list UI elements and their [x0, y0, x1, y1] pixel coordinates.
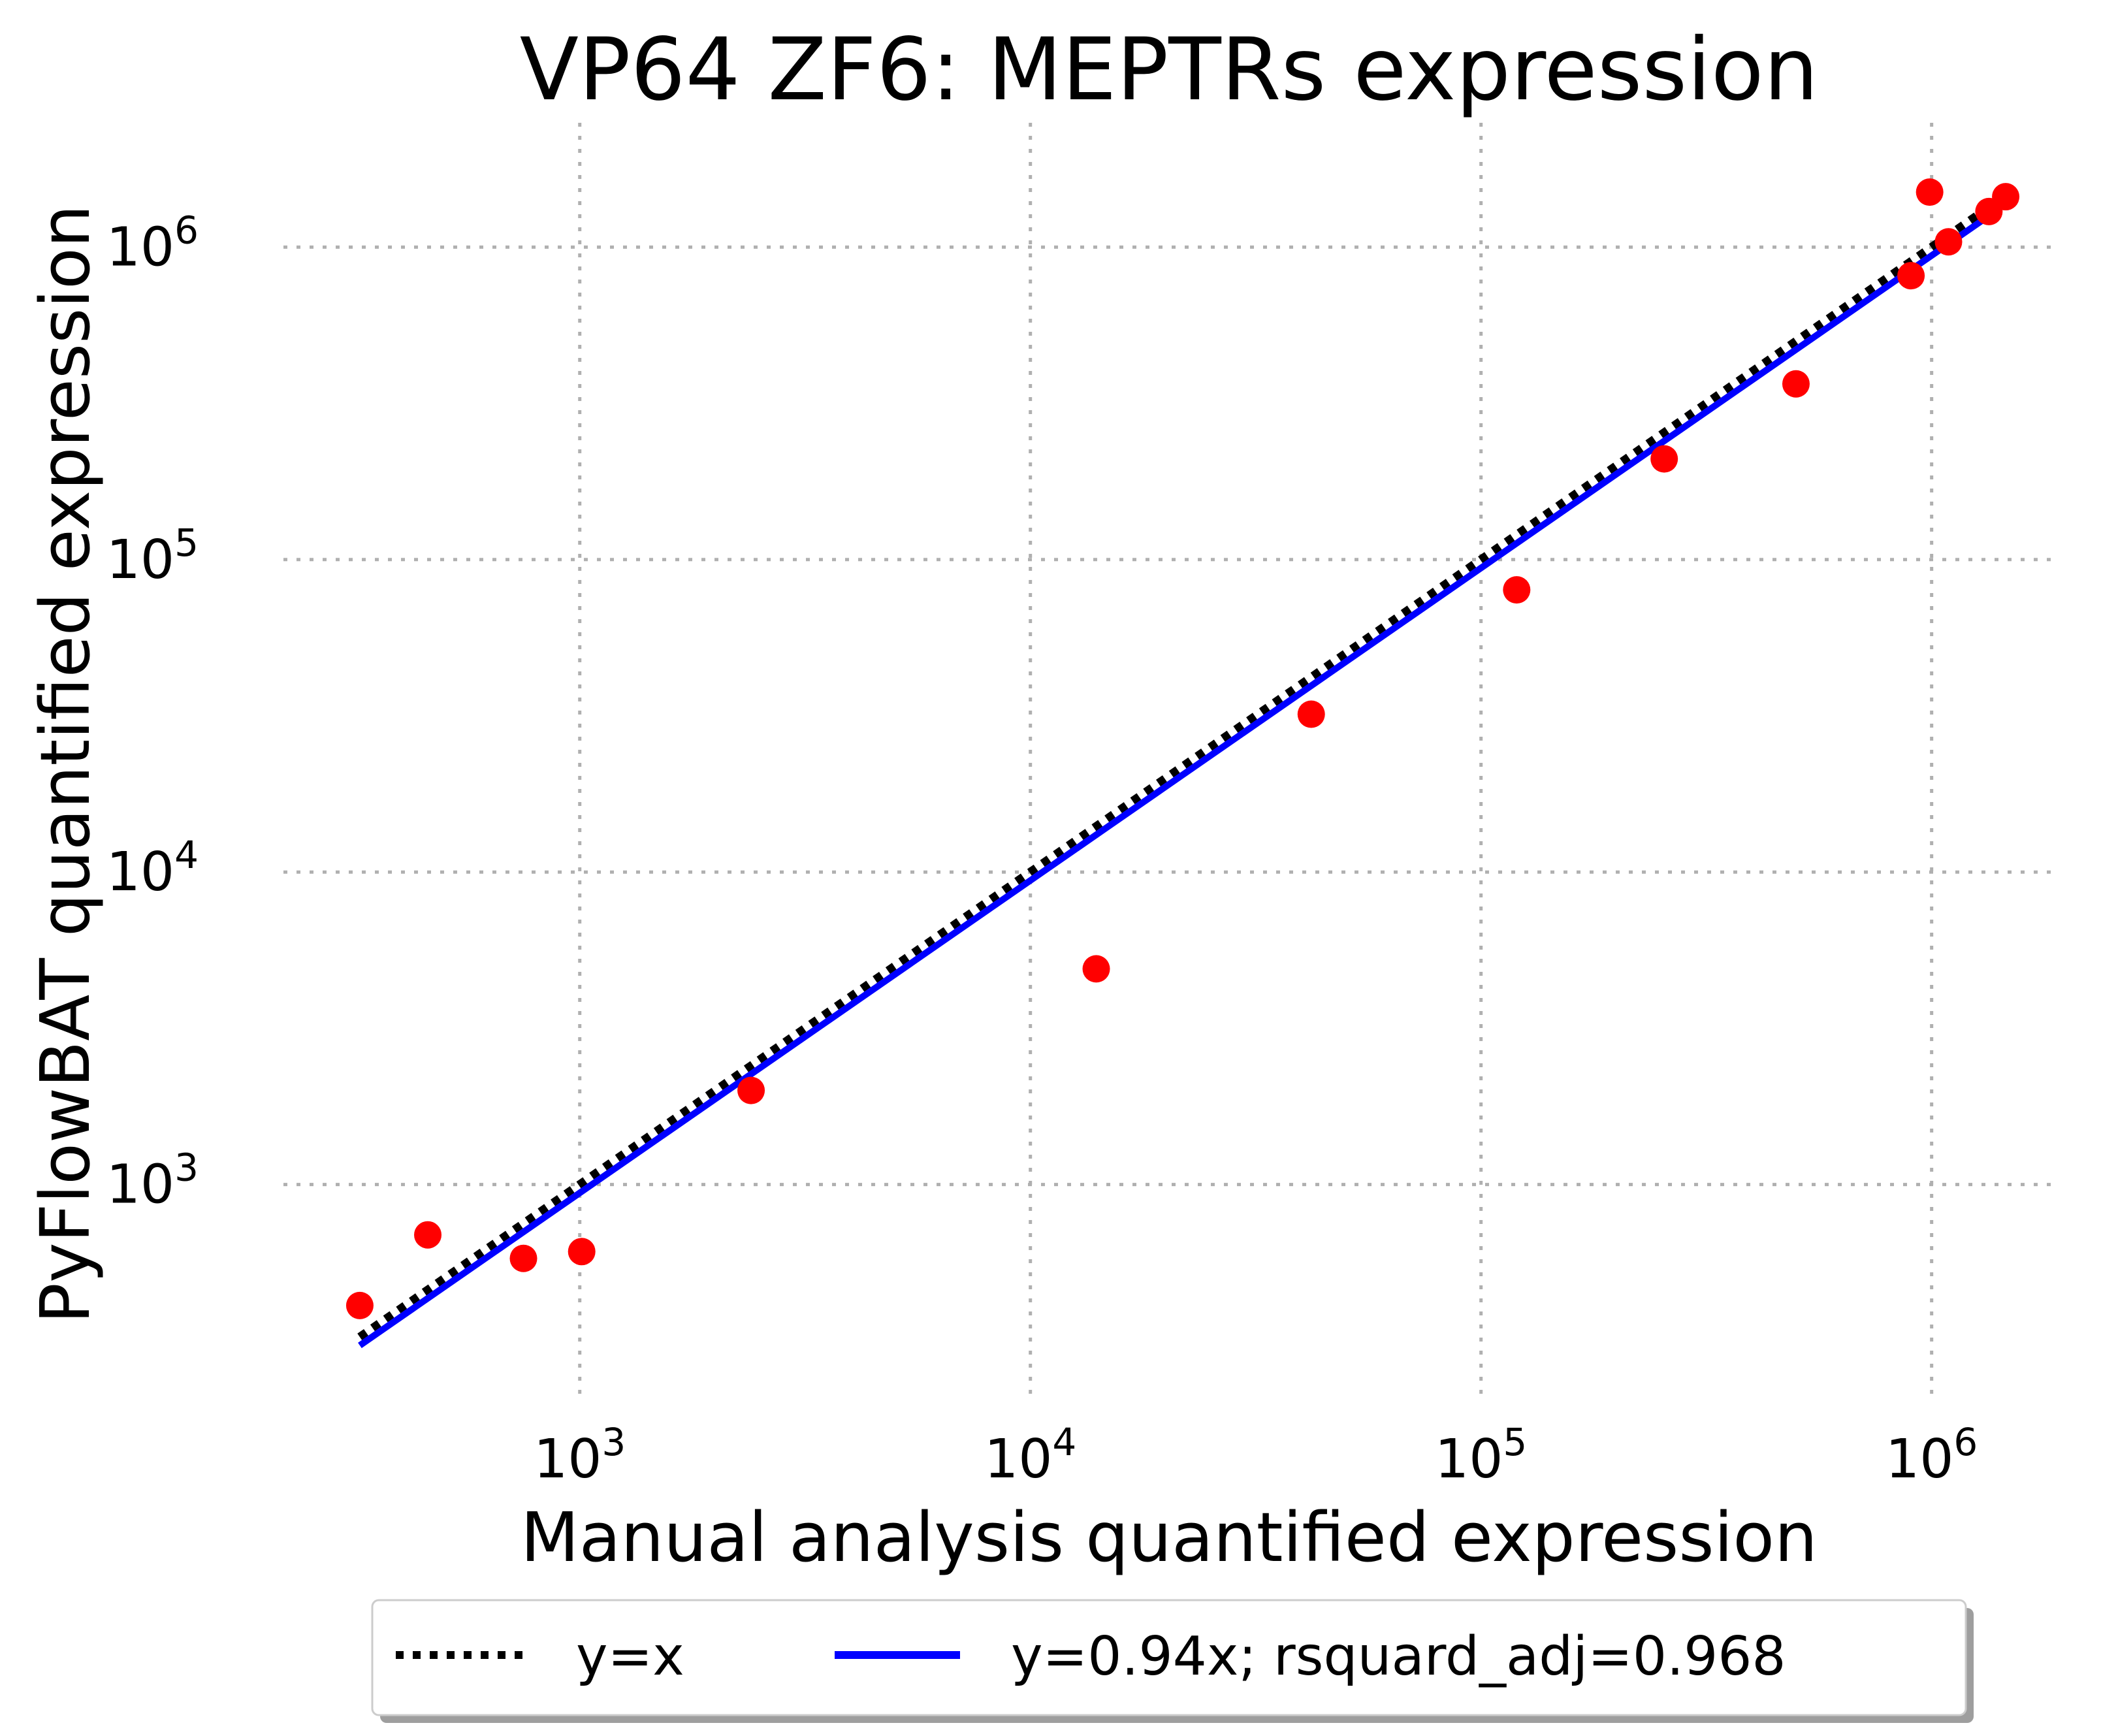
data-point-0 [345, 1291, 374, 1319]
x-tick-label-3: 106 [1885, 1420, 1978, 1490]
chart-title: VP64 ZF6: MEPTRs expression [520, 20, 1819, 120]
grid-layer [283, 123, 2057, 1403]
y-tick-label-3: 106 [106, 208, 199, 278]
data-point-11 [1916, 178, 1944, 206]
data-point-6 [1297, 700, 1325, 728]
x-tick-label-2: 105 [1435, 1420, 1527, 1490]
y-tick-label-2: 105 [106, 521, 199, 591]
y-tick-labels: 103 104 105 106 [106, 208, 199, 1215]
data-point-9 [1782, 370, 1810, 398]
legend: y=x y=0.94x; rsquard_adj=0.968 [371, 1599, 1974, 1723]
x-tick-labels: 103 104 105 106 [534, 1420, 1978, 1490]
data-point-4 [737, 1076, 765, 1104]
data-point-5 [1082, 955, 1110, 983]
fit-lines [357, 198, 2000, 1349]
data-point-14 [1992, 183, 2020, 211]
data-point-1 [414, 1221, 442, 1249]
legend-box [371, 1599, 1967, 1716]
data-points [345, 178, 2020, 1319]
y-axis-label: PyFlowBAT quantified expression [25, 204, 105, 1323]
data-point-10 [1897, 262, 1925, 290]
identity-line [357, 198, 2000, 1341]
x-tick-label-1: 104 [984, 1420, 1076, 1490]
legend-label-yx: y=x [576, 1626, 684, 1688]
y-tick-label-0: 103 [106, 1146, 199, 1216]
x-tick-label-0: 103 [534, 1420, 626, 1490]
data-point-8 [1650, 445, 1678, 473]
legend-label-fit: y=0.94x; rsquard_adj=0.968 [1011, 1626, 1786, 1688]
data-point-7 [1503, 576, 1531, 604]
y-tick-label-1: 104 [106, 833, 199, 903]
data-point-2 [509, 1244, 537, 1272]
x-axis-label: Manual analysis quantified expression [521, 1498, 1818, 1577]
data-point-3 [568, 1238, 596, 1266]
data-point-12 [1934, 228, 1963, 256]
fit-line [358, 207, 2000, 1349]
